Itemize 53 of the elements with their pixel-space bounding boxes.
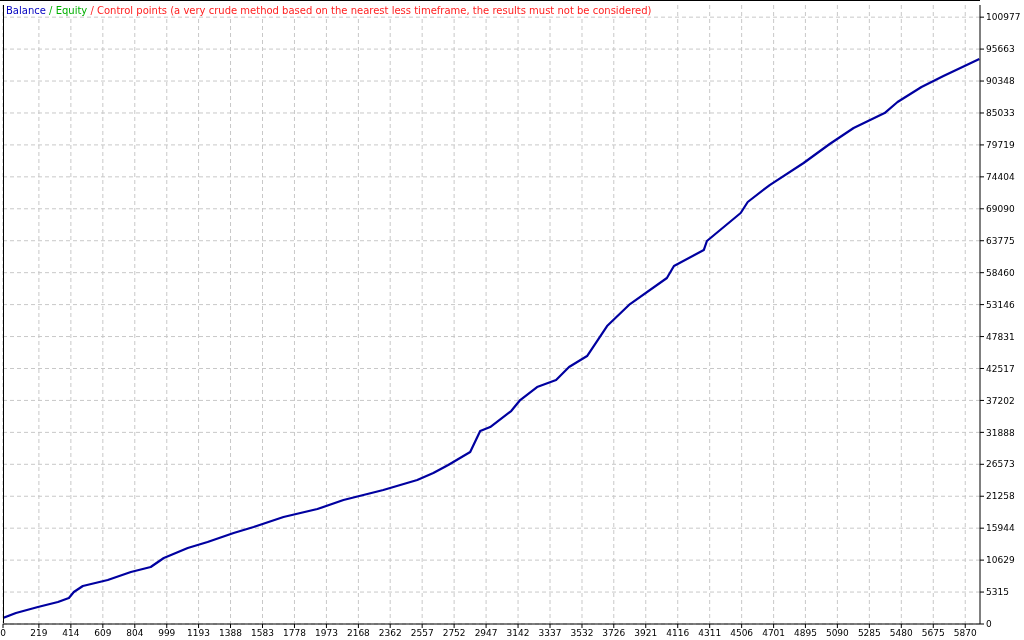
x-tick-label: 1778: [283, 628, 307, 639]
x-tick-label: 1388: [219, 628, 243, 639]
y-tick-label: 85033: [986, 108, 1015, 119]
y-tick-label: 15944: [986, 523, 1015, 534]
chart-title: Balance / Equity / Control points (a very crude method based on the nearest less timeframe, the results must not be considered): [6, 5, 652, 16]
x-tick-label: 5285: [857, 628, 881, 639]
x-tick-label: 5675: [921, 628, 945, 639]
x-tick-label: 3726: [602, 628, 626, 639]
y-tick-label: 53146: [986, 299, 1015, 310]
x-tick-label: 3142: [506, 628, 530, 639]
y-tick-label: 42517: [986, 363, 1015, 374]
y-tick-label: 63775: [986, 235, 1015, 246]
y-tick-label: 69090: [986, 203, 1015, 214]
y-tick-label: 74404: [986, 172, 1015, 183]
x-tick-label: 1973: [314, 628, 338, 639]
x-tick-label: 5480: [889, 628, 914, 639]
x-tick-label: 3532: [570, 628, 594, 639]
x-tick-label: 3921: [634, 628, 658, 639]
y-tick-label: 95663: [986, 44, 1015, 55]
x-tick-label: 1193: [187, 628, 211, 639]
y-tick-label: 5315: [986, 587, 1009, 598]
x-tick-label: 2168: [346, 628, 371, 639]
x-tick-label: 5870: [953, 628, 977, 639]
y-tick-label: 10629: [986, 555, 1015, 566]
y-tick-label: 26573: [986, 459, 1015, 470]
x-tick-label: 4116: [666, 628, 690, 639]
y-tick-label: 79719: [986, 140, 1015, 151]
x-tick-label: 414: [62, 628, 80, 639]
x-tick-label: 804: [126, 628, 144, 639]
x-tick-label: 2752: [442, 628, 466, 639]
x-tick-label: 4701: [762, 628, 786, 639]
x-tick-label: 4311: [698, 628, 722, 639]
x-tick-label: 2362: [378, 628, 402, 639]
x-tick-label: 4895: [793, 628, 817, 639]
x-tick-label: 4506: [730, 628, 754, 639]
x-tick-label: 3337: [538, 628, 562, 639]
x-tick-label: 5090: [825, 628, 850, 639]
y-tick-label: 58460: [986, 267, 1015, 278]
x-tick-label: 999: [158, 628, 176, 639]
y-tick-label: 0: [986, 619, 992, 630]
line-series: [3, 57, 980, 620]
x-tick-label: 2947: [474, 628, 498, 639]
y-tick-label: 31888: [986, 427, 1015, 438]
y-tick-label: 90348: [986, 76, 1015, 87]
x-tick-label: 609: [94, 628, 112, 639]
x-tick-label: 1583: [251, 628, 274, 639]
y-tick-label: 37202: [986, 395, 1015, 406]
y-tick-label: 21258: [986, 491, 1015, 502]
y-tick-label: 47831: [986, 331, 1015, 342]
x-tick-label: 2557: [410, 628, 434, 639]
x-tick-label: 0: [0, 628, 7, 639]
x-tick-label: 219: [30, 628, 48, 639]
y-tick-label: 100977: [986, 12, 1021, 23]
